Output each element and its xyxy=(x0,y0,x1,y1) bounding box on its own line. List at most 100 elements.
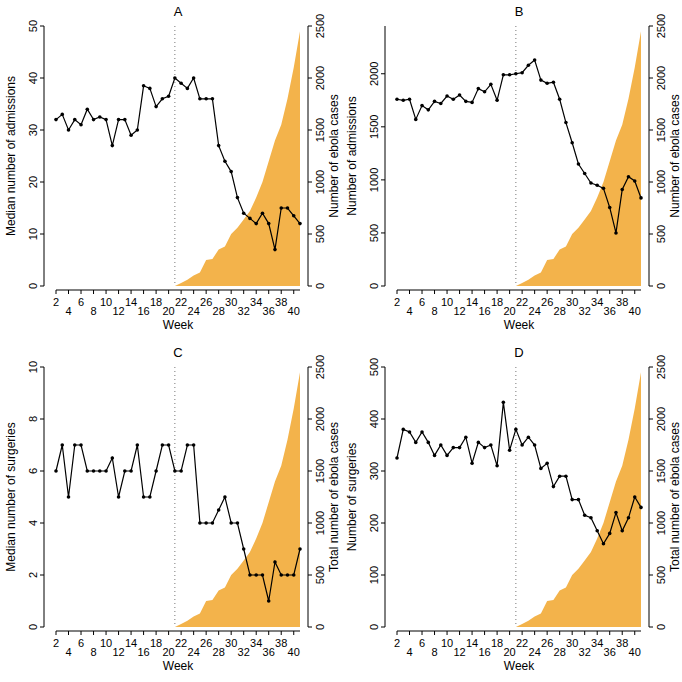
marker xyxy=(489,443,493,447)
y-tick-label: 8 xyxy=(27,416,39,422)
x-tick xyxy=(534,290,535,294)
plot-area xyxy=(54,367,302,627)
x-tick xyxy=(447,290,448,294)
x-tick-label: 30 xyxy=(566,637,578,649)
x-tick-label: 14 xyxy=(125,637,137,649)
y2-tick-label: 2000 xyxy=(655,66,667,90)
y2-tick-label: 2500 xyxy=(314,355,326,379)
y-tick-label: 50 xyxy=(27,20,39,32)
y2-tick xyxy=(308,78,312,79)
panel: B246810121416182022242628303234363840Wee… xyxy=(345,4,682,332)
x-tick xyxy=(181,290,182,294)
x-tick-label: 4 xyxy=(65,646,71,658)
marker xyxy=(229,170,233,174)
x-tick xyxy=(118,631,119,635)
marker xyxy=(67,128,71,132)
marker xyxy=(267,222,271,226)
x-tick-label: 2 xyxy=(394,296,400,308)
marker xyxy=(545,82,549,86)
marker xyxy=(292,214,296,218)
marker xyxy=(533,443,537,447)
x-tick xyxy=(522,631,523,635)
marker xyxy=(60,443,64,447)
marker xyxy=(129,133,133,137)
x-tick-label: 26 xyxy=(200,637,212,649)
marker xyxy=(254,222,258,226)
marker xyxy=(464,435,468,439)
reference-line xyxy=(174,367,175,627)
marker xyxy=(111,456,115,460)
x-tick-label: 30 xyxy=(225,296,237,308)
x-tick xyxy=(231,631,232,635)
x-tick-label: 34 xyxy=(591,637,603,649)
x-tick-label: 6 xyxy=(78,637,84,649)
y-axis xyxy=(44,367,45,627)
marker xyxy=(279,573,283,577)
x-tick-label: 28 xyxy=(213,646,225,658)
y-tick xyxy=(40,419,44,420)
line xyxy=(56,445,300,601)
x-tick-label: 4 xyxy=(406,646,412,658)
y2-axis xyxy=(649,367,650,627)
y2-axis xyxy=(308,367,309,627)
x-tick xyxy=(218,290,219,294)
y-tick-label: 4 xyxy=(27,520,39,526)
y2-tick-label: 1500 xyxy=(314,118,326,142)
x-tick xyxy=(497,290,498,294)
y2-tick-label: 0 xyxy=(314,283,326,289)
panel: C246810121416182022242628303234363840Wee… xyxy=(4,345,341,673)
marker xyxy=(154,469,158,473)
marker xyxy=(508,73,512,77)
y-axis xyxy=(44,26,45,286)
x-tick-label: 32 xyxy=(579,305,591,317)
x-axis xyxy=(397,631,641,632)
panel-title: C xyxy=(173,345,182,360)
reference-line xyxy=(174,26,175,286)
marker xyxy=(179,81,183,85)
marker xyxy=(104,118,108,122)
marker xyxy=(73,443,77,447)
y2-tick xyxy=(308,26,312,27)
marker xyxy=(236,521,240,525)
y2-tick-label: 1500 xyxy=(655,118,667,142)
marker xyxy=(608,206,612,210)
marker xyxy=(514,428,518,432)
marker xyxy=(117,118,121,122)
y2-tick-label: 0 xyxy=(655,624,667,630)
x-tick xyxy=(93,290,94,294)
y2-axis xyxy=(308,26,309,286)
x-tick xyxy=(243,290,244,294)
x-tick xyxy=(56,290,57,294)
marker xyxy=(92,118,96,122)
marker xyxy=(85,469,89,473)
area xyxy=(516,31,641,286)
x-tick-label: 36 xyxy=(263,646,275,658)
y-tick-label: 200 xyxy=(368,514,380,532)
y-tick-label: 400 xyxy=(368,410,380,428)
x-tick-label: 36 xyxy=(263,305,275,317)
y-tick xyxy=(40,627,44,628)
y2-tick xyxy=(308,130,312,131)
marker xyxy=(186,87,190,91)
marker xyxy=(248,573,252,577)
x-tick-label: 28 xyxy=(554,646,566,658)
panel: D246810121416182022242628303234363840Wee… xyxy=(345,345,682,673)
y-axis-title: Number of surgeries xyxy=(345,443,359,552)
y2-tick-label: 1000 xyxy=(655,170,667,194)
marker xyxy=(148,87,152,91)
marker xyxy=(426,108,430,112)
x-tick xyxy=(434,290,435,294)
marker xyxy=(273,248,277,252)
y-tick xyxy=(381,575,385,576)
marker xyxy=(452,97,456,101)
x-tick xyxy=(193,290,194,294)
x-tick-label: 12 xyxy=(112,305,124,317)
x-tick xyxy=(156,290,157,294)
x-tick-label: 34 xyxy=(250,296,262,308)
x-tick xyxy=(81,290,82,294)
x-tick-label: 26 xyxy=(541,296,553,308)
area xyxy=(175,31,300,286)
x-tick xyxy=(609,631,610,635)
x-tick xyxy=(597,290,598,294)
marker xyxy=(104,469,108,473)
